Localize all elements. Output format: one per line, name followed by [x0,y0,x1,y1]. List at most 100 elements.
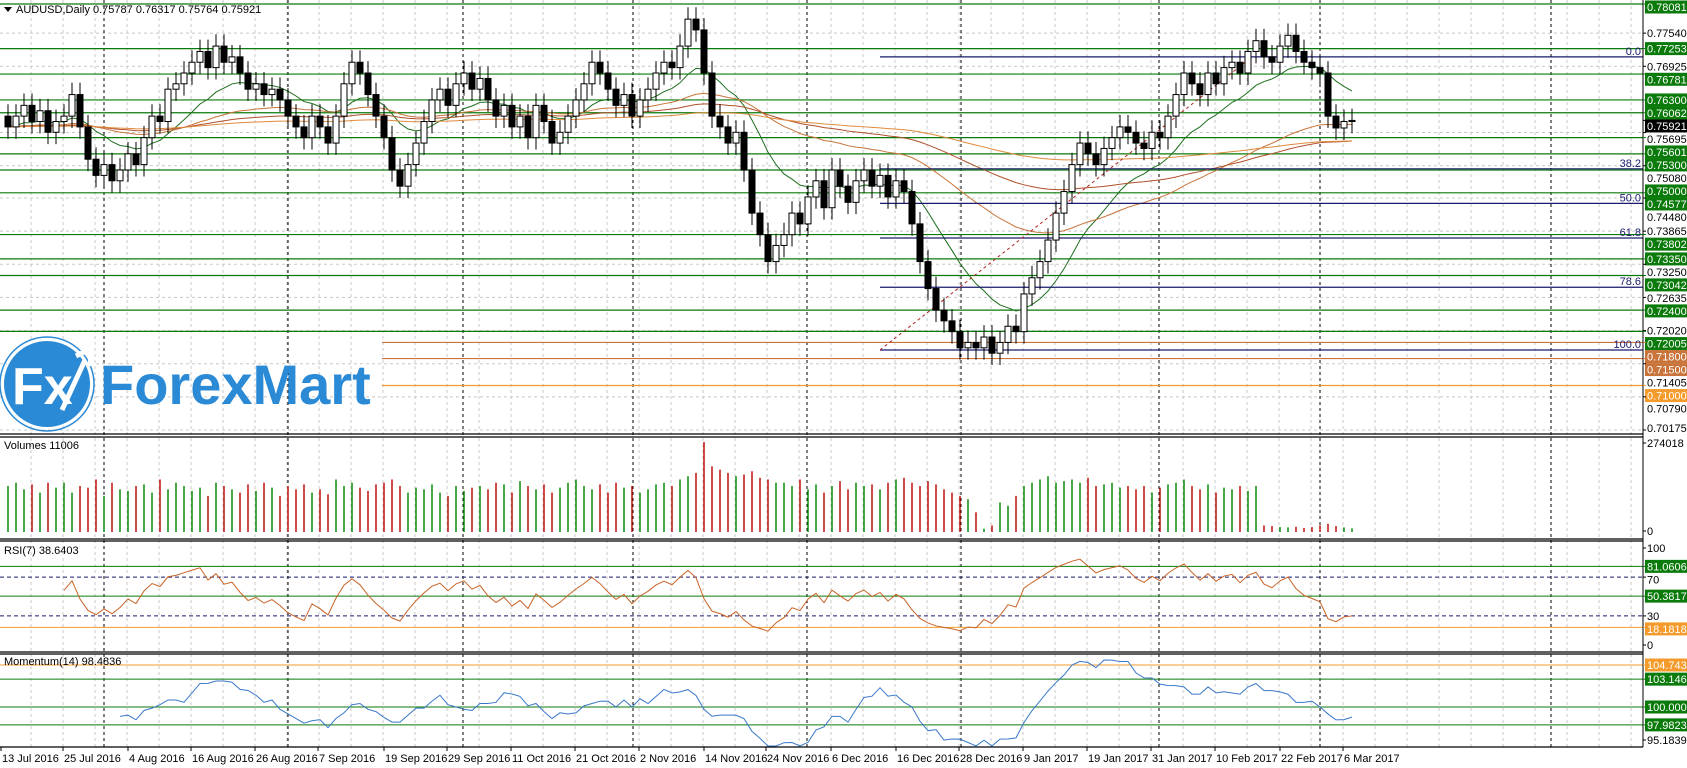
level-price-label: 0.78081 [1647,2,1687,14]
level-price-label: 0.71500 [1647,365,1687,377]
candle-bearish [1292,34,1300,52]
candle-bearish [708,72,716,117]
momentum-level-label: 103.1460 [1647,674,1687,686]
candle-bullish [148,115,156,139]
candle-bearish [300,126,308,139]
candle-bullish [252,83,260,90]
price-tick-label: 0.73865 [1647,226,1687,238]
candle-bullish [404,164,412,187]
price-tick-label: 0.71405 [1647,378,1687,390]
momentum-level-label-box [1645,658,1687,672]
candle-bullish [1340,121,1348,129]
candle-bullish [1228,61,1236,69]
level-price-label-box [1645,363,1687,377]
time-tick-label: 31 Jan 2017 [1152,753,1213,765]
candle-bullish [860,169,868,182]
candle-bullish [172,83,180,90]
rsi-level-label-box [1645,559,1687,573]
candle-bullish [68,94,76,117]
candle-bullish [1028,277,1036,295]
price-tick-label: 0.74480 [1647,212,1687,224]
candle-bullish [996,341,1004,354]
candle-bullish [1244,50,1252,74]
level-price-label-box [1645,389,1687,403]
logo-circle [2,339,92,429]
candle-bearish [1300,50,1308,63]
level-price-label: 0.76300 [1647,95,1687,107]
candle-bullish [1044,239,1052,263]
time-tick-label: 4 Aug 2016 [129,753,185,765]
level-price-label-box [1645,197,1687,211]
candle-bullish [460,72,468,85]
time-tick-label: 25 Jul 2016 [64,753,121,765]
candle-bearish [604,72,612,90]
candle-bearish [820,180,828,209]
level-price-label: 0.71800 [1647,352,1687,364]
candle-bullish [620,94,628,106]
candle-bearish [1124,126,1132,133]
candle-bullish [964,341,972,349]
momentum-label: Momentum(14) 98.4836 [4,656,121,668]
candle-bullish [308,115,316,139]
candle-bullish [1172,94,1180,117]
candle-bearish [700,29,708,74]
candle-bearish [44,110,52,133]
logo-arrow-icon [59,343,95,412]
candle-bearish [364,72,372,96]
candle-bullish [1284,34,1292,47]
candle-bearish [508,104,516,128]
candle-bullish [1068,164,1076,193]
level-price-label-box [1645,350,1687,364]
volume-max-label: 274018 [1647,438,1684,450]
forexmart-logo: Fx ForexMart [0,336,371,432]
candle-bullish [1276,45,1284,63]
moving-averages [7,65,1353,312]
momentum-level-label: 104.7430 [1647,660,1687,672]
fib-level-label: 100.0 [1613,339,1641,351]
candle-bearish [900,180,908,193]
candle-bearish [132,153,140,166]
time-tick-label: 13 Jul 2016 [2,753,59,765]
level-price-label-box [1645,145,1687,159]
candle-bearish [92,158,100,176]
level-price-label: 0.75300 [1647,160,1687,172]
rsi-tick-label: 0 [1647,640,1653,652]
price-tick-label: 0.70175 [1647,423,1687,435]
candle-bullish [268,88,276,96]
candle-bearish [724,126,732,144]
candle-bullish [636,99,644,117]
candle-bullish [1116,126,1124,139]
price-tick-label: 0.73250 [1647,267,1687,279]
candle-bearish [1332,115,1340,129]
price-tick-label: 0.72020 [1647,326,1687,338]
momentum-indicator [0,659,1643,747]
rsi-label: RSI(7) 38.6403 [4,545,79,557]
candle-bearish [236,56,244,74]
candle-bearish [908,191,916,225]
candle-bullish [1004,325,1012,343]
time-tick-label: 11 Oct 2016 [512,753,571,765]
candle-bullish [196,50,204,63]
momentum-level-label: 97.9823 [1647,720,1687,732]
level-price-label: 0.76781 [1647,74,1687,86]
candle-bearish [1212,72,1220,85]
candle-bearish [492,99,500,117]
volume-min-label: 0 [1647,526,1653,538]
candle-bullish [452,83,460,106]
candle-bearish [940,309,948,322]
dropdown-triangle-icon[interactable] [4,7,12,12]
candle-bearish [204,50,212,69]
level-price-label: 0.74577 [1647,199,1687,211]
candle-bullish [420,121,428,144]
candle-bearish [716,115,724,128]
candle-bullish [876,174,884,187]
candle-bullish [1220,67,1228,85]
level-price-label-box [1645,72,1687,86]
candle-bullish [772,244,780,263]
rsi-level-label-box [1645,622,1687,636]
fib-level-label: 61.8 [1620,227,1641,239]
momentum-level-label-box [1645,718,1687,732]
